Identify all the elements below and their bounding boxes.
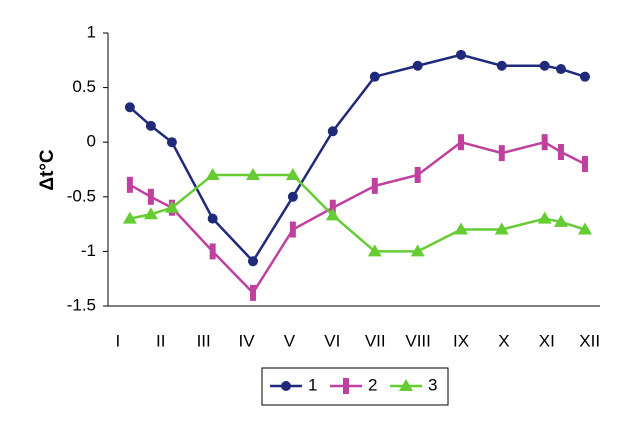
point — [577, 222, 592, 235]
x-tick-label: I — [115, 331, 120, 350]
point — [410, 244, 425, 257]
point — [537, 211, 552, 224]
point — [143, 207, 158, 220]
point — [367, 244, 382, 257]
point — [498, 145, 505, 162]
point — [454, 222, 469, 235]
point — [145, 120, 156, 131]
series-line — [129, 140, 586, 295]
point — [581, 156, 588, 173]
y-tick-label: -1 — [81, 241, 96, 260]
y-tick-label: -0.5 — [67, 186, 96, 205]
x-tick-label: VII — [365, 331, 386, 350]
point — [539, 60, 550, 71]
point — [412, 60, 423, 71]
point — [557, 144, 564, 161]
x-tick-label: II — [156, 331, 165, 350]
point — [325, 208, 340, 221]
point — [496, 60, 507, 71]
point — [122, 211, 137, 224]
point — [555, 64, 566, 75]
legend-label: 2 — [368, 375, 377, 394]
legend-marker — [399, 379, 413, 391]
point — [147, 188, 154, 205]
point — [166, 137, 177, 148]
point — [124, 102, 135, 113]
y-axis-label: Δt°C — [37, 149, 58, 191]
x-tick-label: III — [197, 331, 211, 350]
legend-label: 1 — [308, 375, 317, 394]
point — [126, 176, 133, 193]
point — [414, 166, 421, 183]
point — [205, 167, 220, 180]
legend-marker — [343, 378, 349, 394]
series-line — [129, 173, 586, 253]
x-tick-label: X — [498, 331, 509, 350]
legend-label: 3 — [428, 375, 437, 394]
series-line — [129, 53, 586, 264]
point — [494, 222, 509, 235]
point — [207, 213, 218, 224]
y-tick-label: 1 — [87, 22, 96, 41]
point — [553, 214, 568, 227]
point — [247, 256, 258, 267]
point — [579, 71, 590, 82]
point — [369, 71, 380, 82]
x-tick-label: IV — [239, 331, 256, 350]
legend-marker — [281, 381, 291, 391]
y-tick-label: 0 — [87, 132, 96, 151]
point — [249, 284, 256, 301]
x-tick-label: VIII — [405, 331, 431, 350]
point — [287, 191, 298, 202]
point — [327, 126, 338, 137]
x-tick-label: V — [284, 331, 296, 350]
point — [329, 199, 336, 216]
x-tick-label: IX — [453, 331, 469, 350]
point — [289, 221, 296, 238]
x-tick-label: XII — [579, 331, 600, 350]
point — [541, 134, 548, 151]
point — [456, 49, 467, 60]
y-tick-label: 0.5 — [72, 77, 96, 96]
point — [209, 243, 216, 260]
point — [458, 134, 465, 151]
y-tick-label: -1.5 — [67, 295, 96, 314]
point — [164, 200, 179, 213]
point — [245, 167, 260, 180]
x-tick-label: XI — [539, 331, 555, 350]
x-tick-label: VI — [324, 331, 340, 350]
point — [285, 167, 300, 180]
point — [371, 177, 378, 194]
